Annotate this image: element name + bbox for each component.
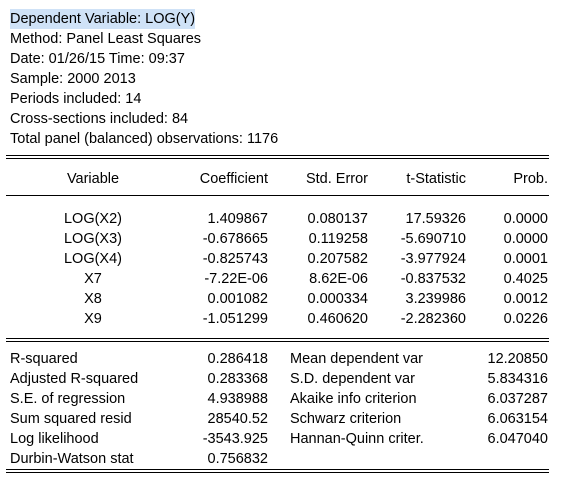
header-line: Sample: 2000 2013 (10, 71, 136, 87)
stat-value: 6.037287 (487, 391, 548, 407)
header-line: Periods included: 14 (10, 91, 142, 107)
stat-label: R-squared (10, 351, 78, 367)
stat-value: 6.063154 (487, 411, 548, 427)
cell-variable: X8 (84, 291, 102, 307)
cell-coefficient: -0.825743 (202, 251, 268, 267)
stat-label: Sum squared resid (10, 411, 132, 427)
cell-variable: X7 (84, 271, 102, 287)
stat-label: Durbin-Watson stat (10, 451, 134, 467)
table-rule (6, 155, 549, 156)
cell-t-statistic: -0.837532 (400, 271, 466, 287)
stat-label: Mean dependent var (290, 351, 424, 367)
stat-label: Hannan-Quinn criter. (290, 431, 424, 447)
stat-label: S.D. dependent var (290, 371, 415, 387)
stat-label: S.E. of regression (10, 391, 126, 407)
cell-coefficient: -0.678665 (202, 231, 268, 247)
column-t-statistic-header: t-Statistic (406, 171, 466, 187)
header-line: Date: 01/26/15 Time: 09:37 (10, 51, 185, 67)
stat-value: 6.047040 (487, 431, 548, 447)
table-rule (6, 341, 549, 342)
cell-prob: 0.0012 (503, 291, 548, 307)
cell-std-error: 8.62E-06 (309, 271, 368, 287)
cell-t-statistic: -3.977924 (400, 251, 466, 267)
stat-value: 0.756832 (207, 451, 268, 467)
table-rule (6, 469, 549, 470)
cell-variable: LOG(X2) (63, 211, 122, 227)
stat-label: Akaike info criterion (290, 391, 417, 407)
stat-label: Schwarz criterion (290, 411, 402, 427)
column-prob-header: Prob. (513, 171, 548, 187)
cell-prob: 0.0001 (503, 251, 548, 267)
cell-prob: 0.0000 (503, 231, 548, 247)
stat-value: 28540.52 (207, 411, 268, 427)
cell-std-error: 0.207582 (307, 251, 368, 267)
cell-prob: 0.0226 (503, 311, 548, 327)
table-rule (6, 195, 549, 196)
stat-value: 4.938988 (207, 391, 268, 407)
stat-value: 0.286418 (207, 351, 268, 367)
header-line: Cross-sections included: 84 (10, 111, 189, 127)
cell-prob: 0.4025 (503, 271, 548, 287)
column-variable-header: Variable (66, 171, 120, 187)
cell-variable: LOG(X3) (63, 231, 122, 247)
cell-coefficient: -1.051299 (202, 311, 268, 327)
cell-t-statistic: -5.690710 (400, 231, 466, 247)
cell-std-error: 0.080137 (307, 211, 368, 227)
header-line: Total panel (balanced) observations: 117… (10, 131, 279, 147)
cell-t-statistic: 17.59326 (405, 211, 466, 227)
cell-std-error: 0.000334 (307, 291, 368, 307)
cell-coefficient: -7.22E-06 (204, 271, 268, 287)
stat-value: 0.283368 (207, 371, 268, 387)
table-rule (6, 472, 549, 473)
cell-variable: LOG(X4) (63, 251, 122, 267)
cell-variable: X9 (84, 311, 102, 327)
stat-value: 12.20850 (487, 351, 548, 367)
cell-coefficient: 1.409867 (207, 211, 268, 227)
cell-coefficient: 0.001082 (207, 291, 268, 307)
cell-t-statistic: -2.282360 (400, 311, 466, 327)
header-line: Method: Panel Least Squares (10, 31, 202, 47)
cell-std-error: 0.119258 (308, 231, 368, 247)
stat-value: 5.834316 (487, 371, 548, 387)
header-line: Dependent Variable: LOG(Y) (10, 9, 196, 29)
column-coefficient-header: Coefficient (199, 171, 268, 187)
cell-std-error: 0.460620 (307, 311, 368, 327)
table-rule (6, 158, 549, 159)
stat-value: -3543.925 (202, 431, 268, 447)
table-rule (6, 338, 549, 339)
stat-label: Adjusted R-squared (10, 371, 139, 387)
stat-label: Log likelihood (10, 431, 99, 447)
cell-t-statistic: 3.239986 (405, 291, 466, 307)
cell-prob: 0.0000 (503, 211, 548, 227)
column-std-error-header: Std. Error (305, 171, 368, 187)
